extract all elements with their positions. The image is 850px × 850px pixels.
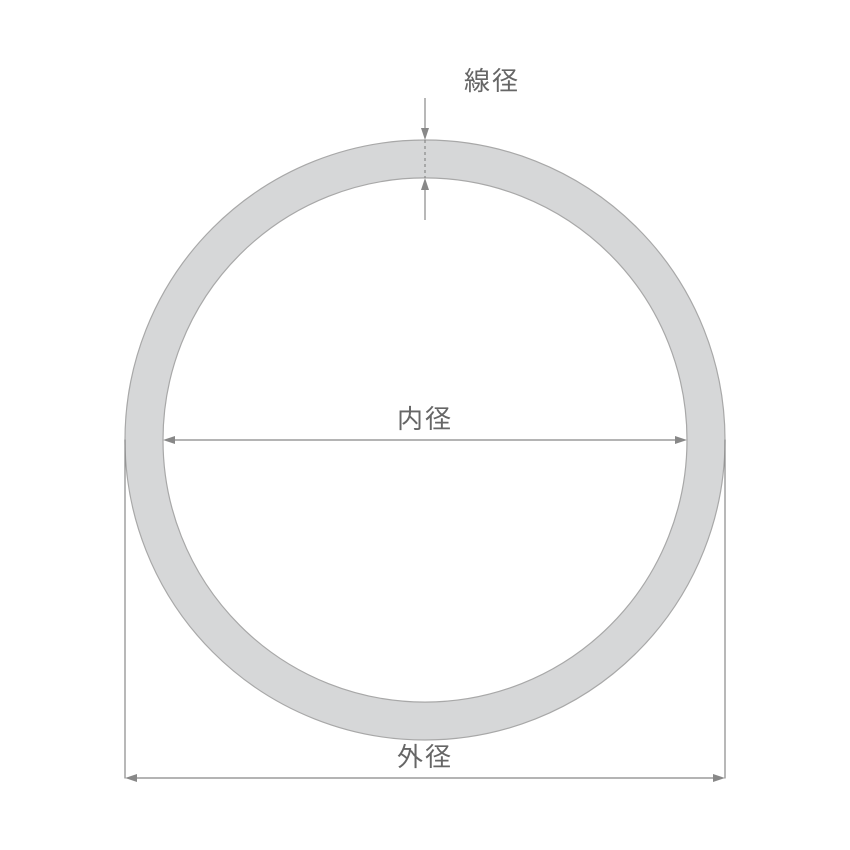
wire-diameter-label: 線径 [464, 61, 520, 98]
ring-dimension-diagram: 内径外径 線径 [0, 0, 850, 850]
inner-diameter-label: 内径 [397, 399, 453, 436]
outer-diameter-label: 外径 [397, 737, 453, 774]
